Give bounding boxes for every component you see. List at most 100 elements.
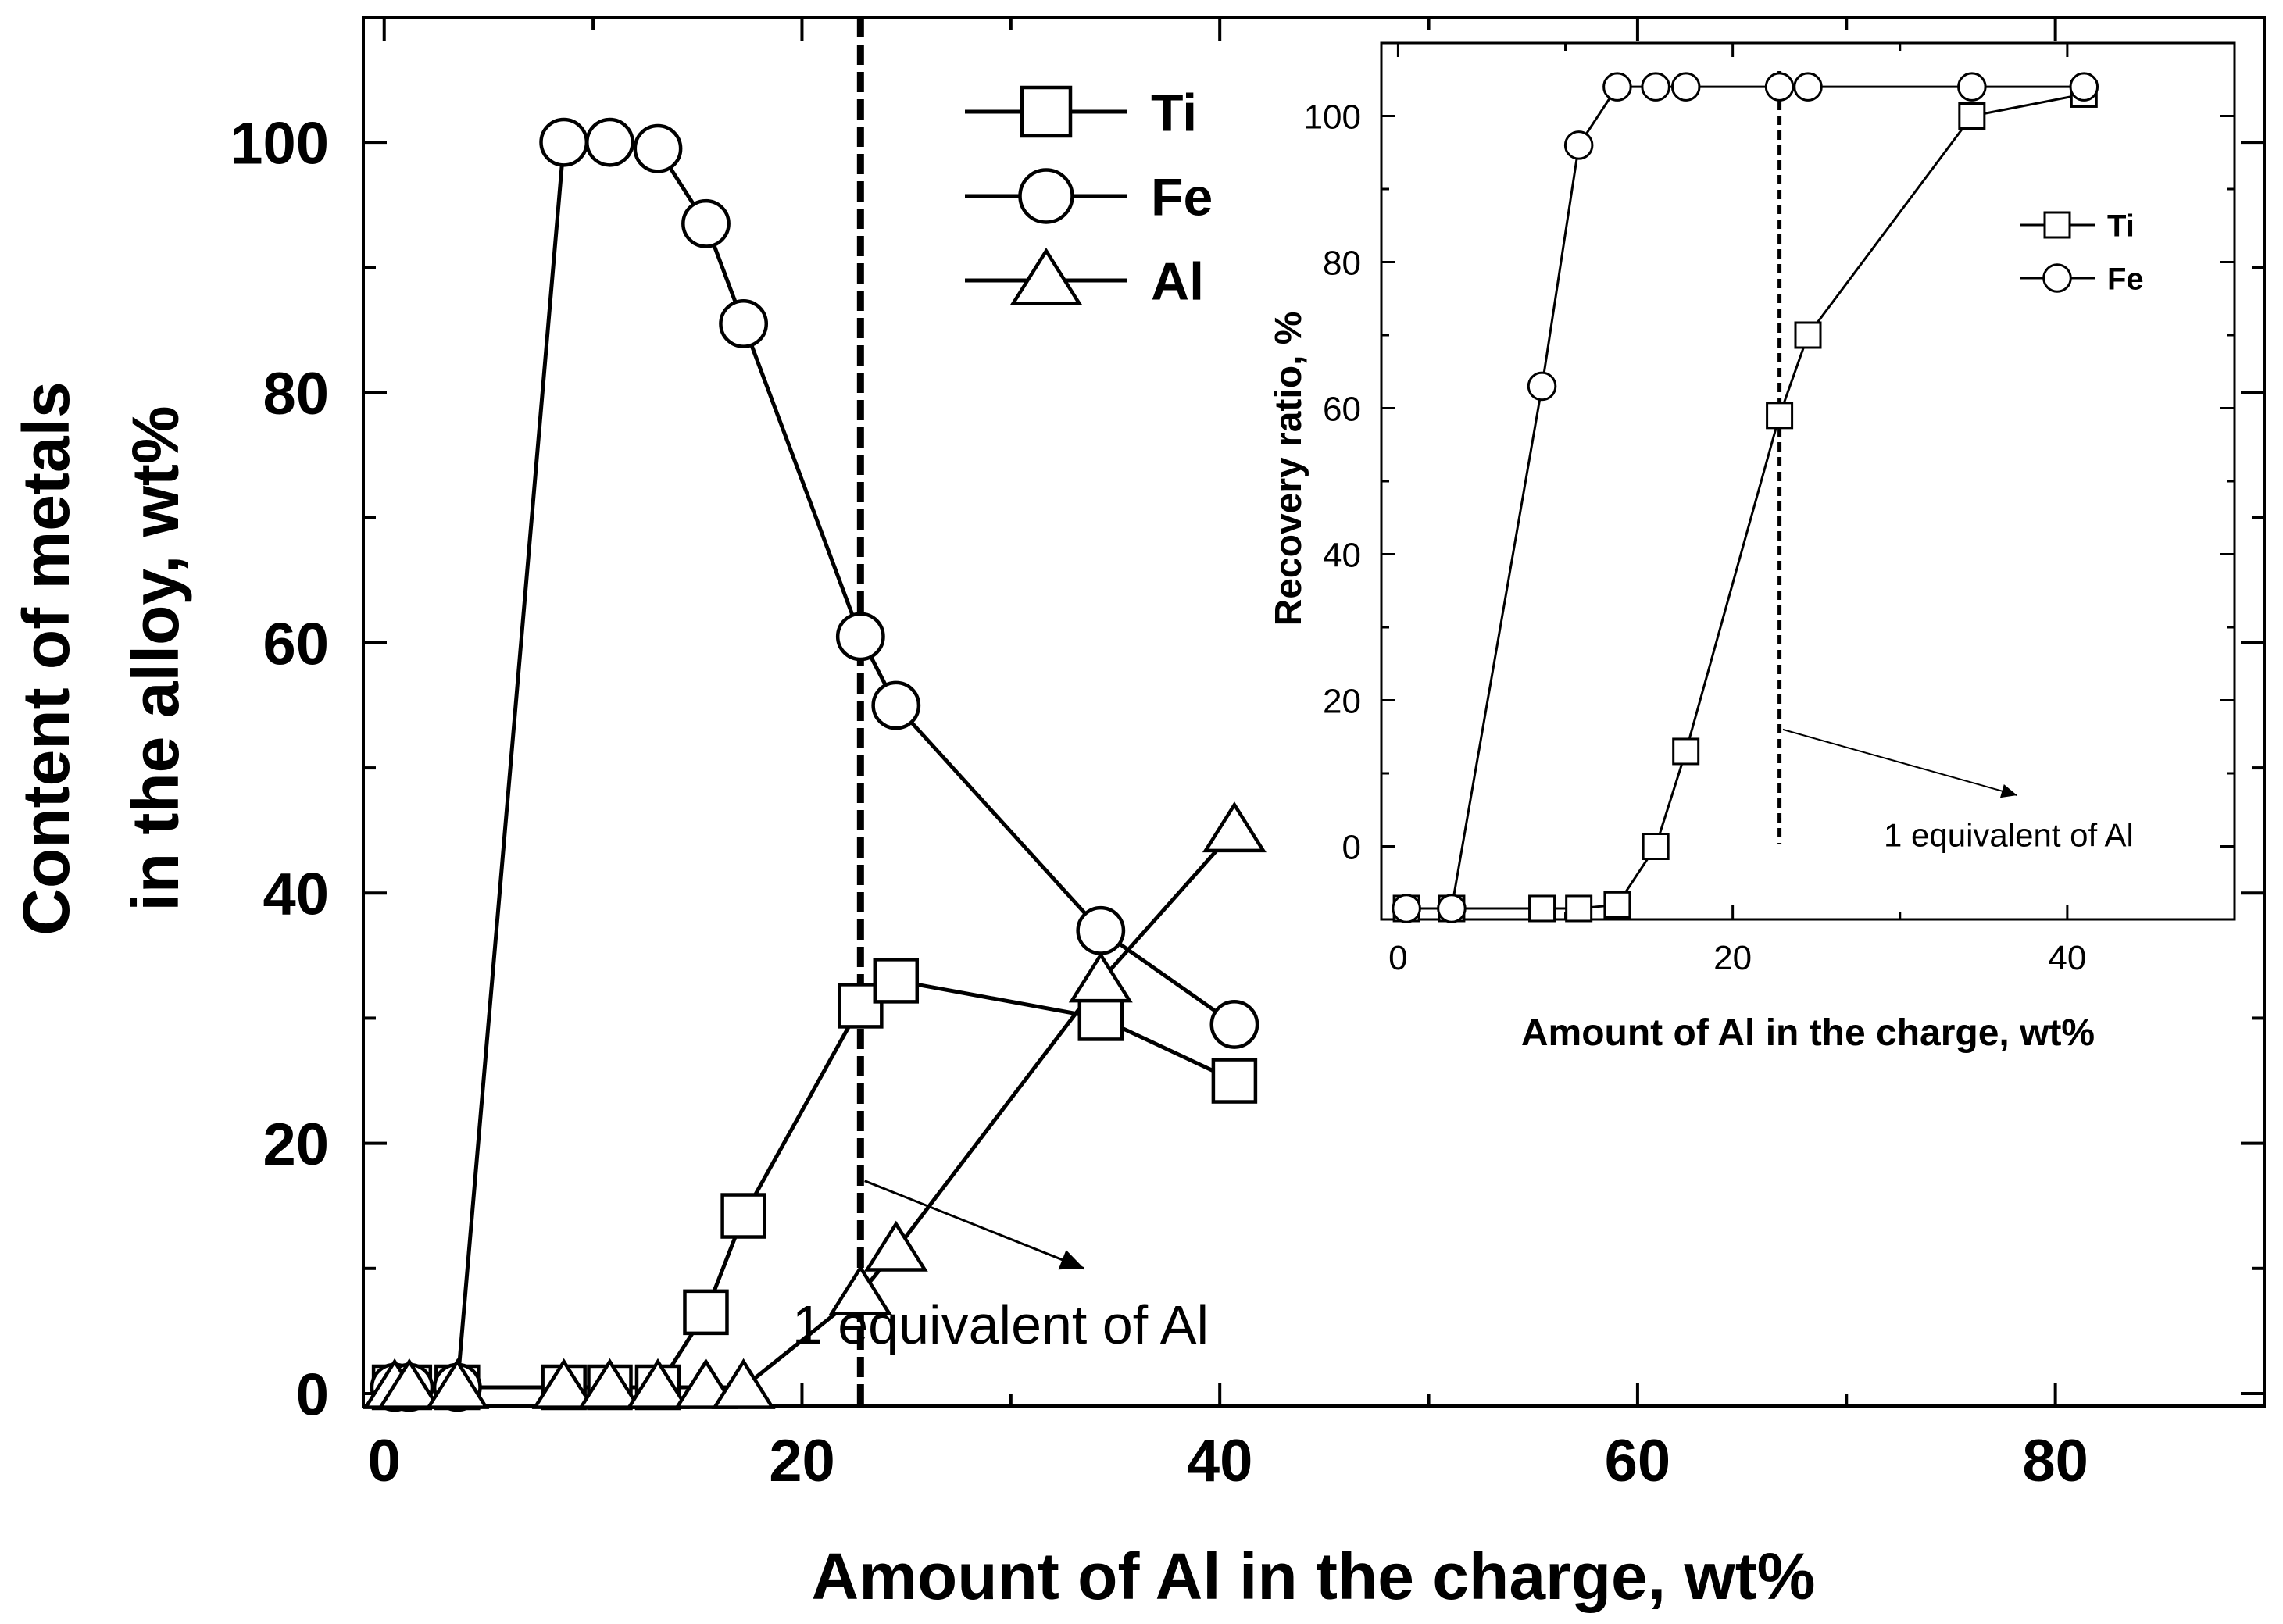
main-legend-marker-fe (1018, 168, 1074, 224)
inset-legend-entry-fe: Fe (2020, 262, 2144, 296)
main-point-al (377, 1358, 441, 1409)
inset-annotation-arrow (1782, 728, 2017, 798)
main-chart: 1 equivalent of Al 0 20 40 60 80 0 20 40 60 80 10… (9, 16, 2266, 1613)
inset-y-tick-label: 60 (1323, 390, 1361, 428)
inset-annotation-arrow-shaft (1782, 728, 2017, 797)
inset-point-ti (1565, 894, 1593, 923)
inset-x-axis-title: Amount of Al in the charge, wt% (1521, 1012, 2095, 1054)
main-point-al (828, 1264, 893, 1315)
inset-point-ti (1958, 102, 1986, 130)
main-annotation-arrow (864, 1180, 1084, 1270)
main-point-al (1202, 801, 1267, 853)
main-annotation-label: 1 equivalent of Al (792, 1294, 1209, 1355)
main-point-al (531, 1358, 596, 1409)
inset-annotation-arrow-head (1999, 783, 2017, 798)
main-legend-marker-ti (1020, 85, 1073, 138)
inset-legend: Ti Fe (2020, 209, 2144, 296)
inset-y-tick-label: 100 (1304, 98, 1361, 136)
inset-point-fe (1670, 72, 1701, 102)
inset-x-tick-label: 0 (1388, 939, 1407, 977)
inset-point-ti (1794, 321, 1822, 349)
main-y-tick-label: 20 (263, 1112, 329, 1178)
inset-point-ti (1766, 402, 1794, 430)
main-point-fe (1209, 1000, 1259, 1049)
inset-point-fe (1764, 72, 1795, 102)
main-point-fe (835, 612, 885, 662)
inset-point-fe (1793, 72, 1823, 102)
main-point-al (863, 1220, 928, 1272)
inset-legend-entry-ti: Ti (2020, 209, 2135, 243)
inset-legend-marker-ti (2043, 211, 2071, 239)
inset-point-ti (1528, 894, 1556, 923)
inset-background (1381, 43, 2235, 919)
main-series-markers (363, 117, 1267, 1412)
inset-y-tick-label: 0 (1342, 828, 1361, 866)
main-point-al (1068, 951, 1133, 1003)
inset-point-fe (1437, 894, 1467, 923)
main-point-fe (633, 123, 683, 173)
main-legend-entry-fe: Fe (965, 167, 1213, 227)
main-legend: Ti Fe Al (965, 83, 1213, 311)
main-y-tick-label: 60 (263, 611, 329, 677)
inset-point-fe (1641, 72, 1670, 102)
main-point-al (626, 1358, 690, 1409)
main-legend-label-al: Al (1151, 252, 1204, 311)
main-y-tick-label: 0 (296, 1362, 329, 1428)
main-y-axis-title-line-1: Content of metals (9, 381, 83, 935)
main-y-tick-label: 100 (230, 111, 329, 177)
inset-x-tick-label: 20 (1713, 939, 1752, 977)
main-y-axis-title-line-2: in the alloy, wt% (119, 405, 192, 911)
main-legend-label-ti: Ti (1151, 83, 1197, 142)
inset-legend-marker-fe (2042, 263, 2072, 293)
main-point-ti (683, 1289, 729, 1336)
main-x-tick-label: 80 (2022, 1428, 2088, 1494)
inset-point-fe (2069, 72, 2099, 102)
inset-y-tick-labels: 0 20 40 60 80 100 (1304, 98, 1361, 866)
inset-ticks (1381, 43, 2235, 919)
inset-x-tick-label: 40 (2048, 939, 2086, 977)
main-point-ti (720, 1193, 766, 1239)
main-point-fe (1076, 905, 1126, 955)
main-point-ti (1077, 995, 1124, 1041)
inset-legend-label-ti: Ti (2107, 209, 2135, 243)
main-x-tick-label: 20 (769, 1428, 835, 1494)
inset-point-fe (1957, 72, 1987, 102)
inset-legend-label-fe: Fe (2107, 262, 2144, 296)
main-plot-frame (362, 16, 2266, 1408)
main-x-tick-label: 40 (1187, 1428, 1253, 1494)
inset-annotation-label: 1 equivalent of Al (1884, 817, 2134, 854)
main-x-tick-labels: 0 20 40 60 80 (368, 1428, 2088, 1494)
inset-x-tick-labels: 0 20 40 (1388, 939, 2086, 977)
inset-point-ti (1603, 891, 1631, 919)
main-legend-marker-al (1009, 247, 1083, 305)
main-x-tick-label: 60 (1605, 1428, 1671, 1494)
main-point-al (711, 1358, 776, 1409)
main-y-tick-label: 80 (263, 361, 329, 427)
main-point-fe (719, 299, 769, 348)
main-point-fe (871, 680, 921, 730)
main-x-axis-title: Amount of Al in the charge, wt% (812, 1540, 1816, 1613)
main-point-ti (873, 958, 920, 1004)
main-point-fe (681, 198, 731, 248)
main-point-al (425, 1358, 490, 1409)
inset-y-axis-title: Recovery ratio, % (1268, 312, 1309, 626)
inset-chart: 1 equivalent of Al 0 20 40 0 20 40 60 80 100 Am… (1268, 41, 2236, 1054)
main-legend-label-fe: Fe (1151, 167, 1213, 227)
inset-y-tick-label: 80 (1323, 244, 1361, 282)
inset-point-fe (1392, 894, 1421, 923)
main-point-ti (1211, 1058, 1258, 1104)
inset-point-fe (1563, 130, 1594, 160)
inset-point-ti (1642, 833, 1670, 860)
main-legend-entry-al: Al (965, 247, 1204, 311)
main-point-fe (585, 117, 634, 167)
main-legend-entry-ti: Ti (965, 83, 1197, 142)
main-y-axis-title: Content of metals in the alloy, wt% (9, 381, 192, 935)
main-x-tick-label: 0 (368, 1428, 401, 1494)
main-annotation-arrow-shaft (864, 1180, 1084, 1270)
main-annotation-arrow-head (1058, 1250, 1084, 1270)
inset-point-fe (1527, 371, 1557, 402)
main-point-al (577, 1358, 642, 1409)
main-y-tick-label: 40 (263, 862, 329, 928)
inset-series-markers (1392, 72, 2099, 923)
